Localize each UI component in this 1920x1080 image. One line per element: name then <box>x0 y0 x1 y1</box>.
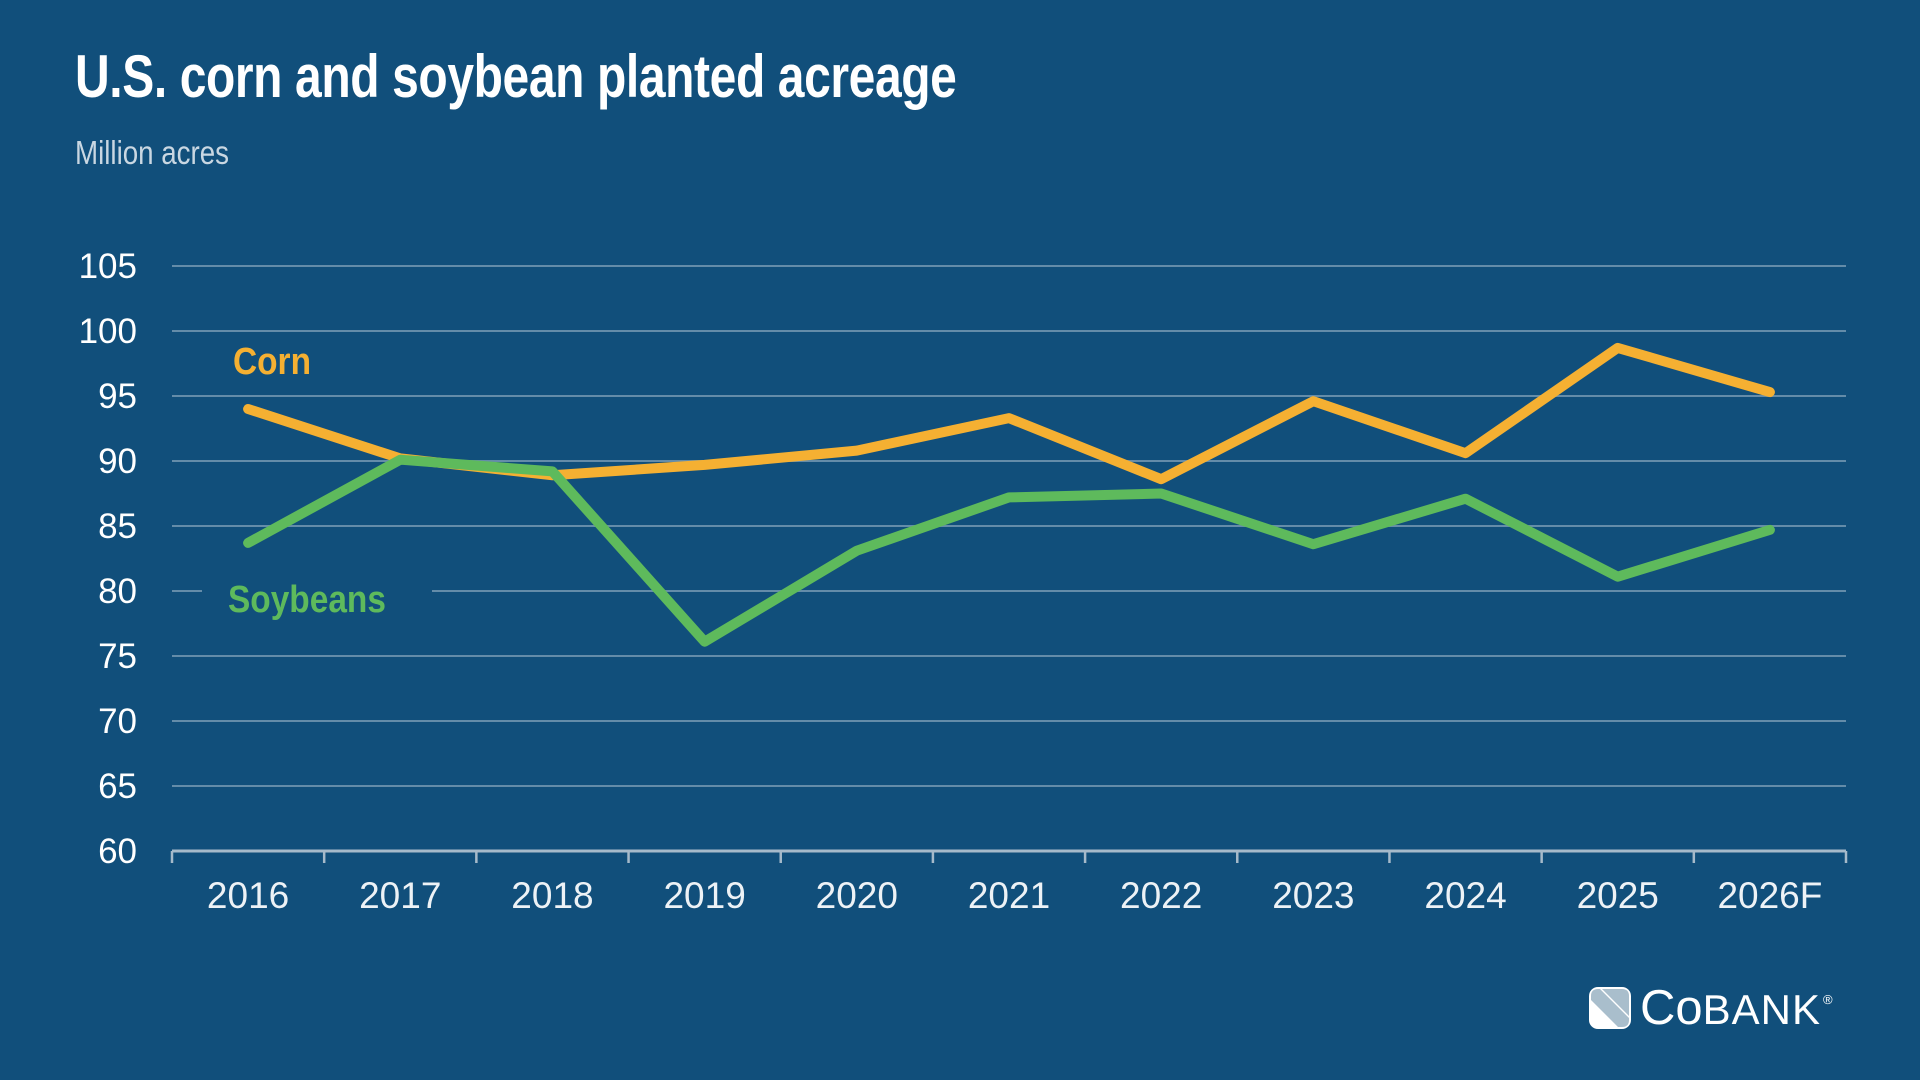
x-tick-label-2017: 2017 <box>359 875 441 916</box>
y-axis-unit-label: Million acres <box>75 134 230 171</box>
x-tick-label-2020: 2020 <box>816 875 898 916</box>
soybeans-line <box>243 454 1775 647</box>
logo-text-co: Co <box>1640 981 1703 1035</box>
x-tick-label-2025: 2025 <box>1577 875 1659 916</box>
x-tick-label-2016: 2016 <box>207 875 289 916</box>
y-tick-label-95: 95 <box>98 377 137 416</box>
registered-trademark-icon: ® <box>1823 992 1833 1007</box>
logo-text-bank: BANK <box>1702 986 1822 1033</box>
chart-title: U.S. corn and soybean planted acreage <box>75 43 957 110</box>
y-tick-label-75: 75 <box>98 637 137 676</box>
x-tick-label-2021: 2021 <box>968 875 1050 916</box>
chart-header: U.S. corn and soybean planted acreage <box>75 42 1177 111</box>
y-tick-label-65: 65 <box>98 767 137 806</box>
y-tick-label-60: 60 <box>98 832 137 871</box>
x-tick-label-2022: 2022 <box>1120 875 1202 916</box>
y-tick-label-85: 85 <box>98 507 137 546</box>
soybeans-series-label: Soybeans <box>228 578 386 620</box>
corn-line <box>243 342 1775 485</box>
y-tick-label-105: 105 <box>79 247 137 286</box>
y-tick-label-80: 80 <box>98 572 137 611</box>
x-tick-label-2018: 2018 <box>511 875 593 916</box>
y-tick-label-70: 70 <box>98 702 137 741</box>
y-tick-label-100: 100 <box>79 312 137 351</box>
x-tick-label-2019: 2019 <box>663 875 745 916</box>
cobank-wordmark: Co BANK ® <box>1640 980 1833 1036</box>
cobank-logo-icon <box>1589 987 1631 1029</box>
soybeans-label-backdrop <box>202 577 432 624</box>
cobank-logo: Co BANK ® <box>1588 980 1833 1036</box>
x-tick-label-2023: 2023 <box>1272 875 1354 916</box>
y-tick-label-90: 90 <box>98 442 137 481</box>
corn-series-label: Corn <box>233 340 311 382</box>
x-tick-label-2026F: 2026F <box>1717 875 1822 916</box>
x-tick-label-2024: 2024 <box>1424 875 1506 916</box>
